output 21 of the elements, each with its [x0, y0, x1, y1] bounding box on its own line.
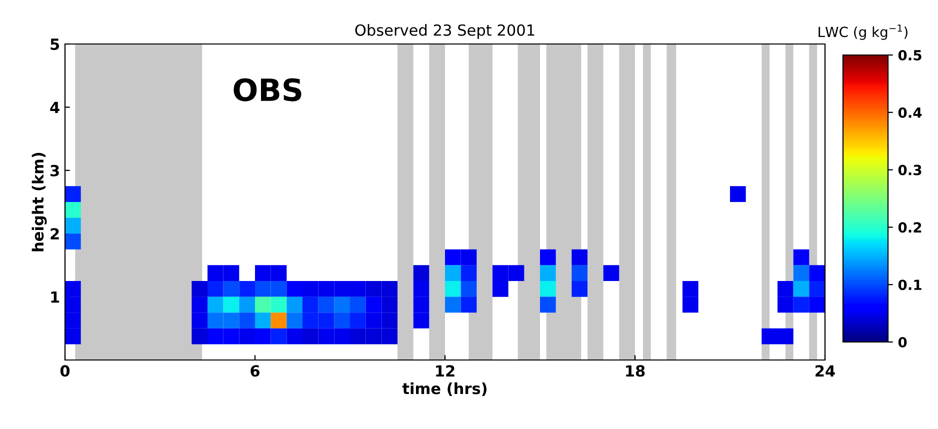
x-axis-title: time (hrs): [402, 382, 486, 396]
color-bar-title: LWC (g kg$^{−1}$): [818, 24, 908, 40]
x-tick-label: 18: [626, 365, 645, 377]
color-bar-label: 0.5: [898, 50, 922, 60]
chart-title: Observed 23 Sept 2001: [355, 24, 534, 39]
y-tick-label: 1: [51, 291, 60, 303]
y-tick-label: 5: [50, 38, 60, 50]
x-tick-label: 24: [816, 365, 835, 376]
y-tick-label: 3: [50, 164, 59, 176]
y-tick-label: 4: [50, 102, 60, 114]
color-bar-label: 0.4: [898, 107, 922, 118]
annotation: OBS: [234, 78, 302, 102]
color-bar-label: 0.2: [898, 222, 922, 233]
x-tick-label: 0: [60, 365, 70, 377]
color-bar-label: 0: [898, 336, 907, 348]
y-tick-label: 2: [50, 228, 59, 240]
y-axis-title: height (km): [32, 152, 47, 252]
x-tick-label: 12: [436, 365, 454, 376]
x-tick-label: 6: [250, 365, 260, 377]
color-bar-label: 0.1: [898, 280, 922, 290]
color-bar-label: 0.3: [898, 164, 922, 176]
